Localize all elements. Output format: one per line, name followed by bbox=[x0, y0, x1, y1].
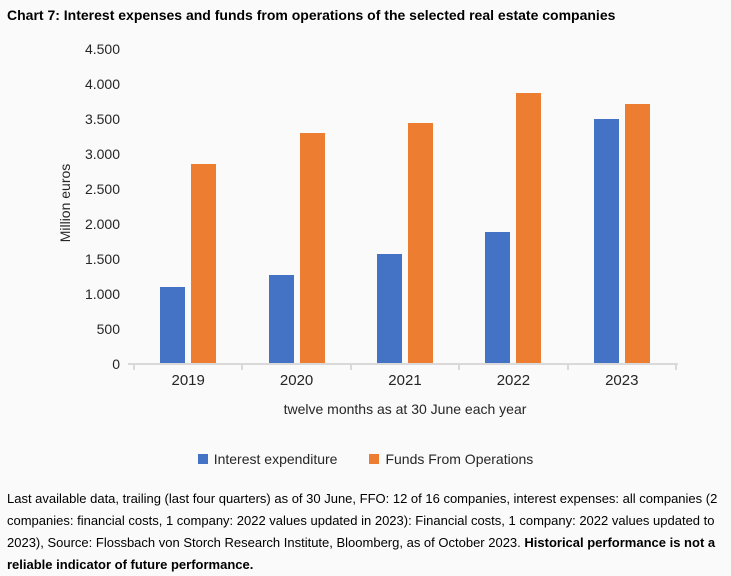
x-tick-label-2020: 2020 bbox=[279, 372, 314, 389]
x-axis-tick bbox=[349, 363, 352, 370]
x-axis-tick bbox=[241, 363, 244, 370]
x-axis-tick bbox=[458, 363, 461, 370]
legend-swatch-funds-from-operations bbox=[369, 454, 380, 464]
y-tick-label-3.000: 3.000 bbox=[84, 146, 120, 162]
category-group-2020 bbox=[242, 49, 350, 364]
y-tick-label-4.500: 4.500 bbox=[84, 41, 120, 57]
x-axis-tick bbox=[566, 363, 569, 370]
bar-interest-expenditure-2022 bbox=[485, 232, 511, 364]
footnote: Last available data, trailing (last four… bbox=[7, 488, 724, 576]
legend-swatch-interest-expenditure bbox=[197, 454, 208, 464]
bar-funds-from-operations-2023 bbox=[624, 104, 650, 364]
footnote-bold-text: Historical performance is not a reliable… bbox=[7, 535, 716, 572]
x-axis-line bbox=[128, 363, 678, 365]
footnote-text: Last available data, trailing (last four… bbox=[7, 491, 718, 550]
bar-funds-from-operations-2020 bbox=[299, 133, 325, 364]
y-tick-label-3.500: 3.500 bbox=[84, 111, 120, 127]
bar-funds-from-operations-2021 bbox=[407, 123, 433, 364]
legend-item-funds-from-operations: Funds From Operations bbox=[369, 451, 533, 467]
x-tick-label-2023: 2023 bbox=[605, 372, 639, 389]
category-group-2023 bbox=[568, 49, 676, 364]
category-group-2019 bbox=[134, 49, 242, 364]
x-axis-tick bbox=[675, 363, 677, 370]
legend-item-interest-expenditure: Interest expenditure bbox=[197, 451, 338, 467]
y-tick-label-500: 500 bbox=[96, 321, 120, 337]
legend-label: Funds From Operations bbox=[385, 451, 534, 467]
bar-interest-expenditure-2021 bbox=[376, 254, 402, 364]
y-tick-label-0: 0 bbox=[112, 356, 120, 372]
bar-interest-expenditure-2020 bbox=[268, 275, 294, 364]
bar-funds-from-operations-2022 bbox=[516, 93, 542, 364]
bar-interest-expenditure-2023 bbox=[593, 119, 619, 364]
bar-interest-expenditure-2019 bbox=[160, 287, 186, 364]
y-tick-label-2.000: 2.000 bbox=[84, 216, 120, 232]
legend: Interest expenditure Funds From Operation… bbox=[0, 451, 731, 467]
legend-label: Interest expenditure bbox=[213, 451, 338, 467]
y-tick-label-1.000: 1.000 bbox=[84, 286, 120, 302]
category-group-2022 bbox=[459, 49, 567, 364]
x-tick-label-2021: 2021 bbox=[388, 372, 422, 389]
x-axis-title: twelve months as at 30 June each year bbox=[283, 401, 527, 417]
bar-funds-from-operations-2019 bbox=[191, 164, 217, 364]
y-tick-label-1.500: 1.500 bbox=[84, 251, 120, 267]
chart-title: Chart 7: Interest expenses and funds fro… bbox=[7, 7, 616, 23]
y-tick-label-2.500: 2.500 bbox=[84, 181, 120, 197]
x-tick-label-2019: 2019 bbox=[171, 372, 205, 389]
x-axis-tick bbox=[133, 363, 135, 370]
y-tick-label-4.000: 4.000 bbox=[84, 76, 120, 92]
x-tick-label-2022: 2022 bbox=[496, 372, 531, 389]
category-group-2021 bbox=[351, 49, 459, 364]
